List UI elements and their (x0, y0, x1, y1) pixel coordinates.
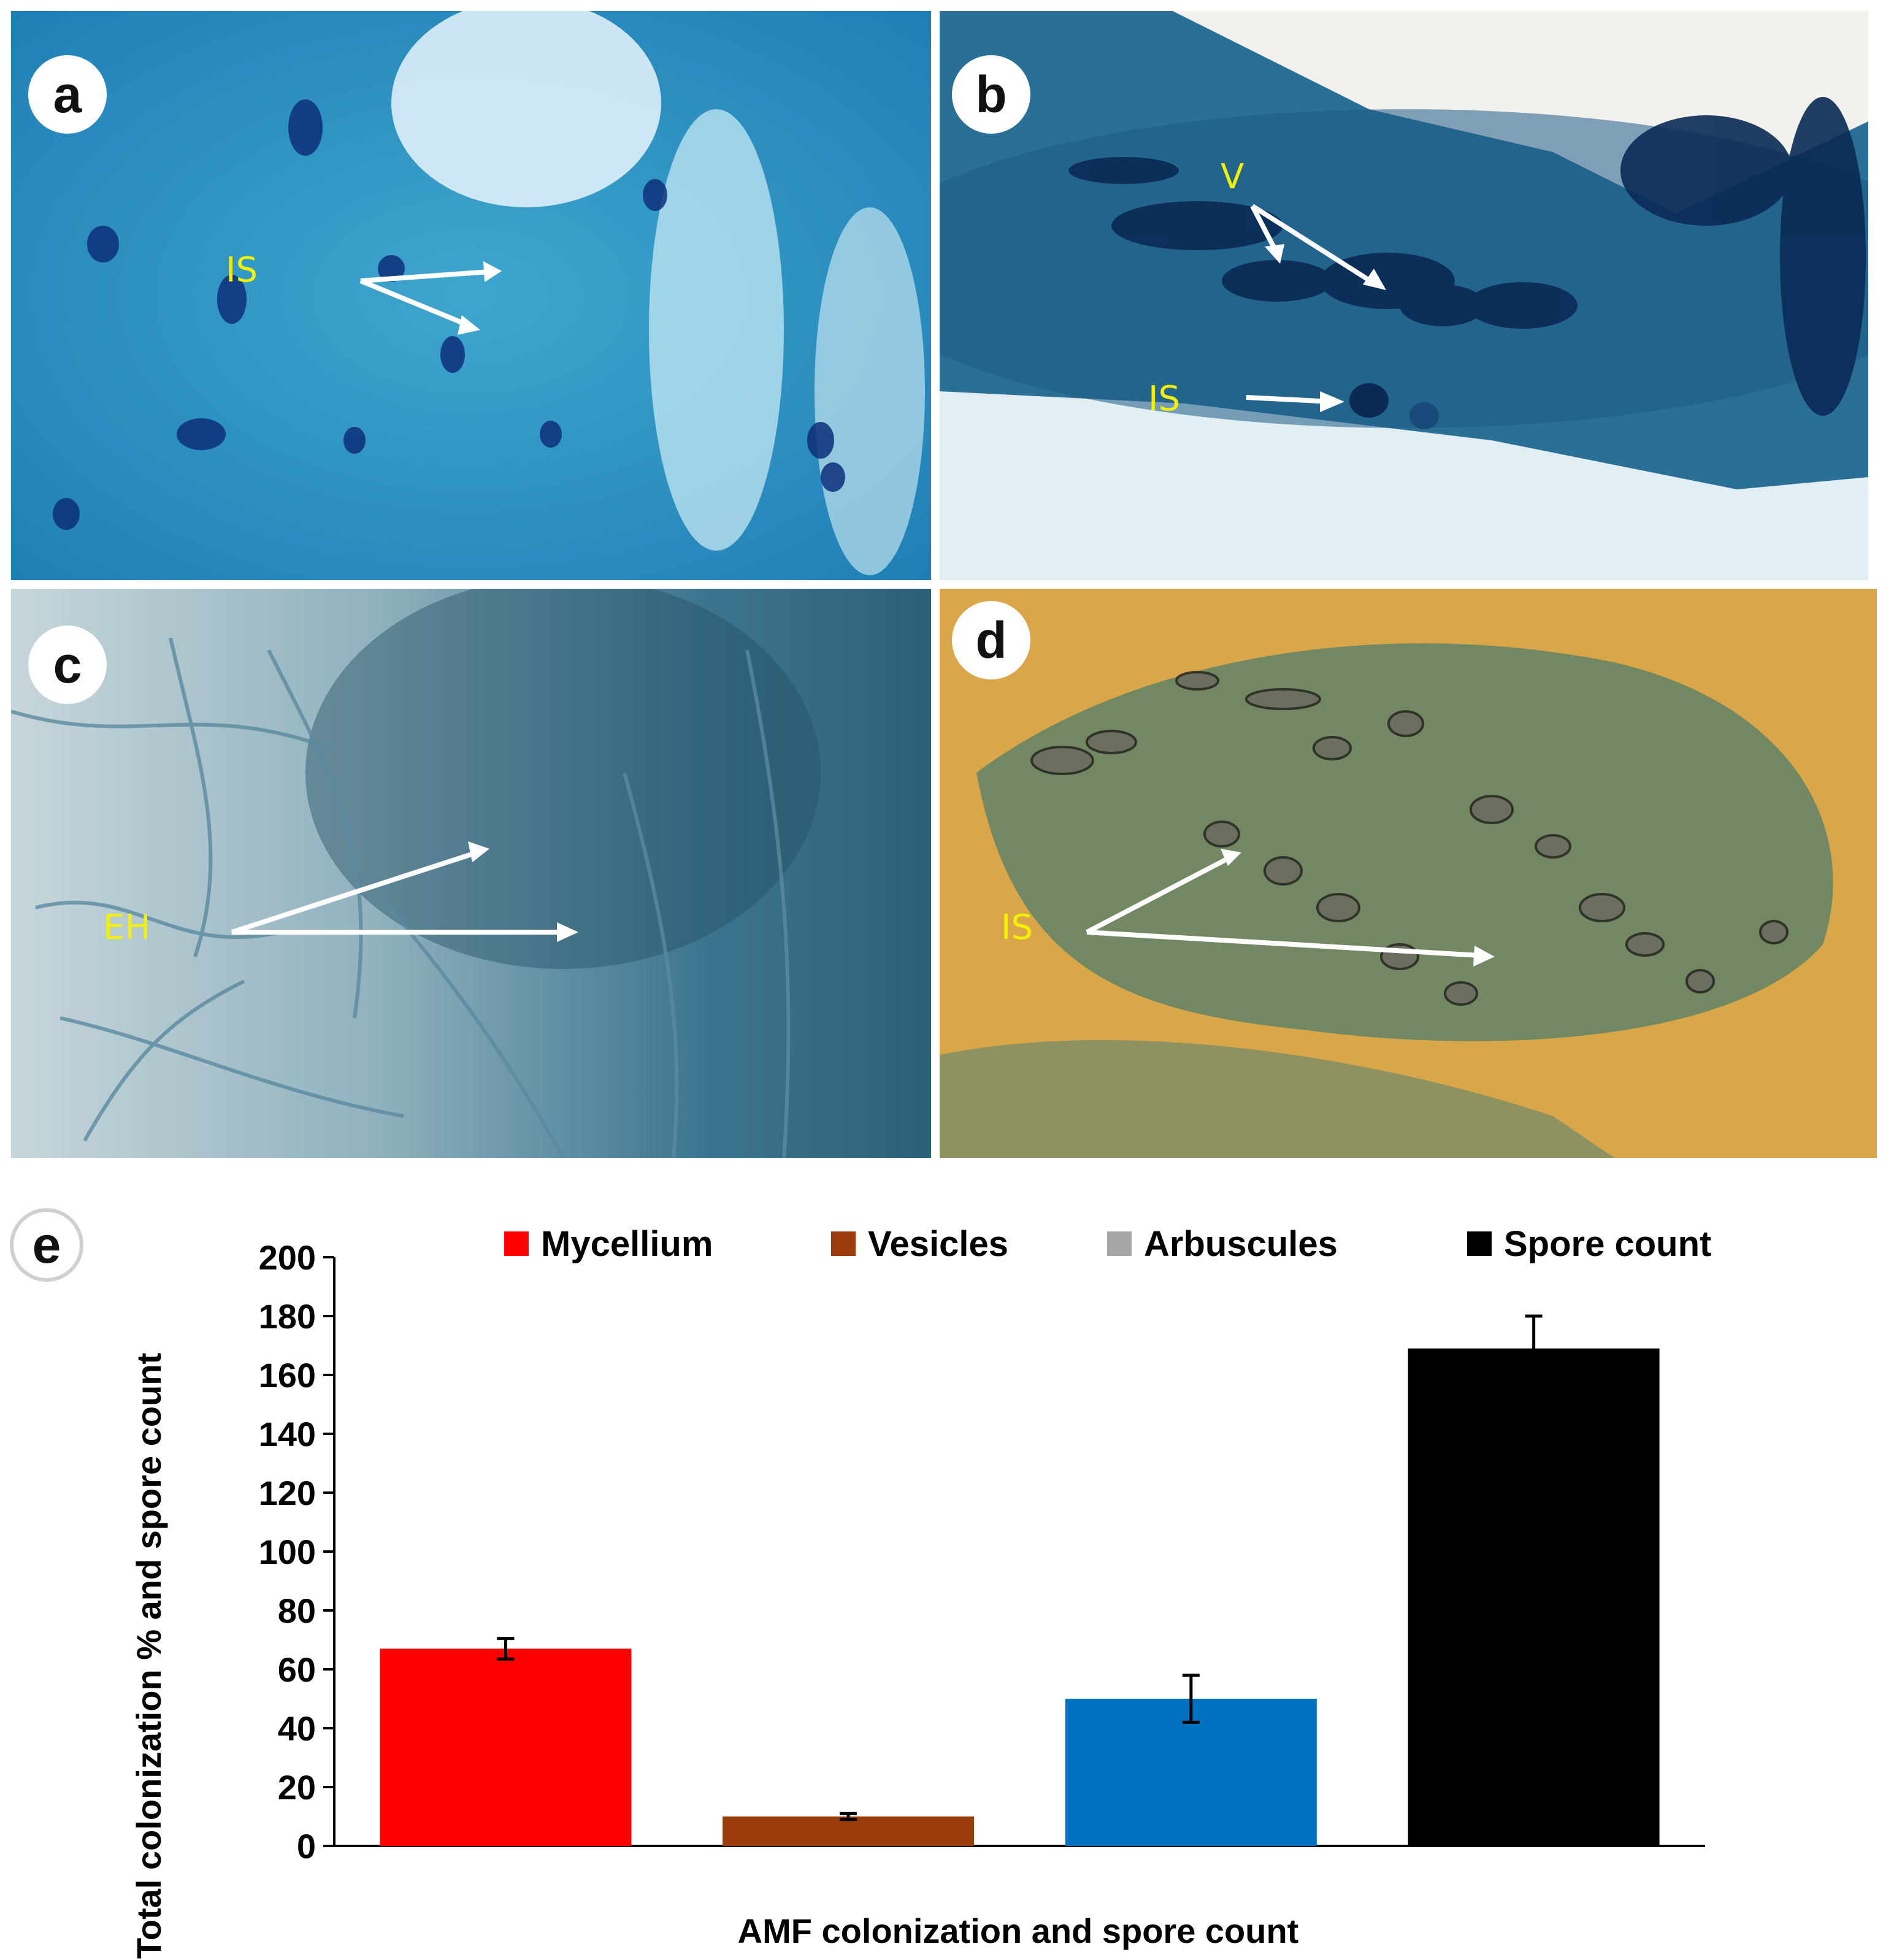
panel-letter-b: b (952, 55, 1030, 134)
legend-item: Mycellium (504, 1224, 713, 1264)
error-bar (497, 1637, 515, 1661)
annotation-eh: EH (103, 908, 151, 947)
bar-mycellium (380, 1648, 632, 1846)
annotation-v: V (1221, 157, 1244, 197)
legend-item: Arbuscules (1107, 1224, 1338, 1264)
legend-label: Mycellium (541, 1224, 713, 1264)
x-axis-label: AMF colonization and spore count (738, 1912, 1299, 1950)
bar-vesicles (723, 1816, 975, 1846)
y-axis-label: Total colonization % and spore count (129, 1353, 168, 1959)
legend-swatch (1467, 1231, 1492, 1256)
bar-chart: 0 20 40 60 80 100 120 140 160 180 200 Mycellium Ves… (129, 1224, 1711, 1959)
error-bar (840, 1812, 857, 1821)
y-tick-label: 0 (297, 1827, 316, 1866)
micrograph-d-image (940, 589, 1877, 1158)
y-axis-ticks: 0 20 40 60 80 100 120 140 160 180 200 (259, 1238, 334, 1866)
micrograph-c-image (11, 589, 931, 1158)
chart-error-bars (497, 1314, 1543, 1821)
legend-swatch (504, 1231, 529, 1256)
legend-item: Spore count (1467, 1224, 1711, 1264)
y-tick-label: 100 (259, 1533, 316, 1571)
annotation-is: IS (226, 250, 258, 290)
legend-swatch (1107, 1231, 1132, 1256)
y-tick-label: 180 (259, 1297, 316, 1336)
y-tick-label: 60 (278, 1650, 316, 1689)
legend-swatch (831, 1231, 856, 1256)
chart-bars (380, 1348, 1660, 1846)
bar-spore-count (1408, 1348, 1660, 1846)
micrograph-panel-a: a IS (11, 11, 931, 580)
y-tick-label: 160 (259, 1356, 316, 1395)
panel-letter-e: e (10, 1208, 83, 1282)
micrograph-panel-c: c EH (11, 589, 931, 1158)
legend-label: Spore count (1504, 1224, 1711, 1264)
micrograph-a-image (11, 11, 931, 580)
panel-letter-a: a (28, 55, 107, 134)
legend-label: Arbuscules (1144, 1224, 1338, 1264)
y-tick-label: 40 (278, 1709, 316, 1748)
y-tick-label: 120 (259, 1474, 316, 1512)
error-bar (1525, 1314, 1543, 1383)
micrograph-panel-d: d IS (940, 589, 1877, 1158)
error-bar (1182, 1674, 1200, 1724)
y-tick-label: 80 (278, 1591, 316, 1630)
panel-letter-d: d (952, 601, 1030, 679)
panel-letter-c: c (28, 626, 107, 704)
micrograph-b-image (940, 11, 1868, 580)
y-tick-label: 140 (259, 1415, 316, 1453)
legend-item: Vesicles (831, 1224, 1008, 1264)
annotation-is: IS (1001, 908, 1033, 947)
legend-label: Vesicles (868, 1224, 1008, 1264)
annotation-is: IS (1148, 379, 1181, 419)
chart-legend: Mycellium Vesicles Arbuscules Spore count (504, 1224, 1711, 1264)
micrograph-panel-b: b V IS (940, 11, 1868, 580)
y-tick-label: 200 (259, 1238, 316, 1277)
y-tick-label: 20 (278, 1768, 316, 1807)
